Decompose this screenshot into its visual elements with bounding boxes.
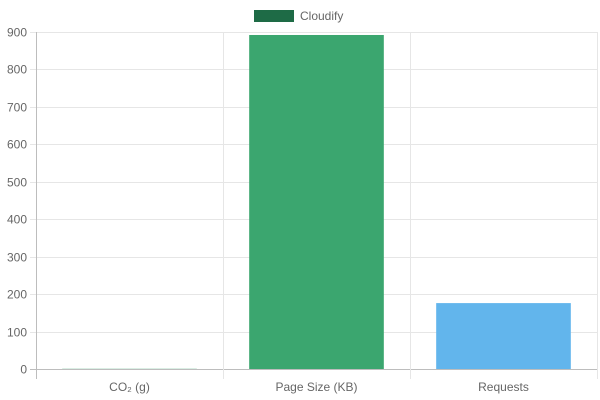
y-tick-label: 200 <box>7 288 27 302</box>
x-tick-label: Requests <box>478 380 529 394</box>
y-tick-label: 100 <box>7 326 27 340</box>
x-tick-label: CO₂ (g) <box>109 380 150 394</box>
legend[interactable]: Cloudify <box>254 9 343 23</box>
y-tick-label: 700 <box>7 101 27 115</box>
y-tick-label: 500 <box>7 176 27 190</box>
y-axis-ticks: 0 100 200 300 400 500 600 700 800 900 <box>7 26 27 377</box>
bar[interactable] <box>436 303 571 369</box>
x-axis-ticks: CO₂ (g) Page Size (KB) Requests <box>109 380 529 394</box>
legend-label-cloudify[interactable]: Cloudify <box>300 9 343 23</box>
bars <box>62 34 571 370</box>
y-tick-label: 300 <box>7 251 27 265</box>
y-tick-label: 600 <box>7 138 27 152</box>
y-tick-label: 800 <box>7 63 27 77</box>
y-tick-label: 400 <box>7 213 27 227</box>
x-tick-label: Page Size (KB) <box>275 380 357 394</box>
legend-swatch-cloudify[interactable] <box>254 10 294 22</box>
y-tick-label: 900 <box>7 26 27 40</box>
y-tick-label: 0 <box>20 363 27 377</box>
bar[interactable] <box>249 34 384 370</box>
